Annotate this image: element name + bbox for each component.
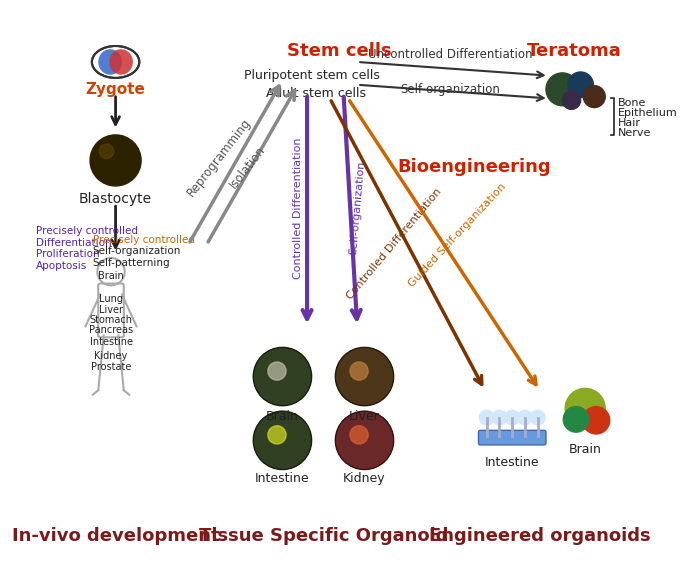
Text: Liver: Liver: [99, 305, 123, 315]
Circle shape: [350, 362, 368, 380]
Text: Lung: Lung: [99, 294, 123, 304]
Circle shape: [518, 410, 533, 425]
Circle shape: [335, 411, 394, 469]
Text: Controlled Differentiation: Controlled Differentiation: [345, 187, 443, 302]
Text: Uncontrolled Differentiation: Uncontrolled Differentiation: [368, 48, 533, 61]
Circle shape: [565, 388, 605, 428]
Circle shape: [563, 407, 589, 432]
Text: Kidney: Kidney: [95, 351, 127, 361]
Text: Reprogramming: Reprogramming: [184, 116, 253, 199]
Text: Precisely controlled: Precisely controlled: [93, 235, 195, 257]
Circle shape: [335, 347, 394, 406]
Text: Intestine: Intestine: [89, 337, 133, 347]
Circle shape: [584, 86, 605, 108]
Circle shape: [268, 362, 286, 380]
Text: Self-organization
Self-patterning: Self-organization Self-patterning: [93, 246, 181, 268]
Circle shape: [563, 91, 581, 109]
Text: Guided Self-organization: Guided Self-organization: [407, 181, 508, 289]
Text: Precisely controlled
Differentiation
Proliferation
Apoptosis: Precisely controlled Differentiation Pro…: [36, 226, 138, 271]
Circle shape: [99, 144, 114, 158]
Text: Epithelium: Epithelium: [618, 108, 678, 118]
Text: Nerve: Nerve: [618, 128, 651, 138]
Circle shape: [253, 411, 312, 469]
Circle shape: [530, 410, 545, 425]
Circle shape: [350, 426, 368, 444]
Text: Self-organization: Self-organization: [348, 161, 366, 255]
Circle shape: [268, 426, 286, 444]
Text: Pancreas: Pancreas: [89, 325, 133, 335]
Text: Tissue Specific Organoid: Tissue Specific Organoid: [199, 527, 448, 545]
Circle shape: [253, 347, 312, 406]
Circle shape: [90, 135, 141, 186]
Text: Adult stem cells: Adult stem cells: [266, 87, 366, 101]
Text: Stomach: Stomach: [89, 315, 133, 325]
Text: Brain: Brain: [569, 443, 601, 456]
Text: In-vivo development: In-vivo development: [12, 527, 219, 545]
Text: Intestine: Intestine: [485, 456, 539, 469]
Text: Controlled Differentiation: Controlled Differentiation: [293, 137, 303, 279]
Text: Self-organization: Self-organization: [400, 83, 500, 96]
Circle shape: [568, 72, 593, 98]
Text: Blastocyte: Blastocyte: [79, 192, 152, 206]
Circle shape: [582, 407, 609, 434]
Ellipse shape: [98, 49, 122, 75]
Text: Hair: Hair: [618, 118, 641, 128]
Text: Teratoma: Teratoma: [527, 42, 622, 60]
Text: Pluripotent stem cells: Pluripotent stem cells: [244, 69, 379, 82]
Text: Bioengineering: Bioengineering: [397, 158, 551, 176]
Text: Brain: Brain: [266, 410, 299, 423]
Text: Intestine: Intestine: [255, 472, 310, 486]
Ellipse shape: [109, 49, 133, 75]
Text: Isolation: Isolation: [227, 143, 268, 191]
Text: Stem cells: Stem cells: [287, 42, 392, 60]
Circle shape: [505, 410, 520, 425]
Text: Bone: Bone: [618, 98, 646, 108]
Text: Prostate: Prostate: [91, 361, 131, 372]
Text: Zygote: Zygote: [86, 82, 146, 97]
Circle shape: [479, 410, 494, 425]
Circle shape: [546, 73, 579, 106]
Circle shape: [492, 410, 507, 425]
Text: Kidney: Kidney: [343, 472, 386, 486]
Text: Engineered organoids: Engineered organoids: [429, 527, 650, 545]
Text: Brain: Brain: [98, 271, 124, 281]
Text: Liver: Liver: [349, 410, 380, 423]
FancyBboxPatch shape: [479, 431, 546, 445]
